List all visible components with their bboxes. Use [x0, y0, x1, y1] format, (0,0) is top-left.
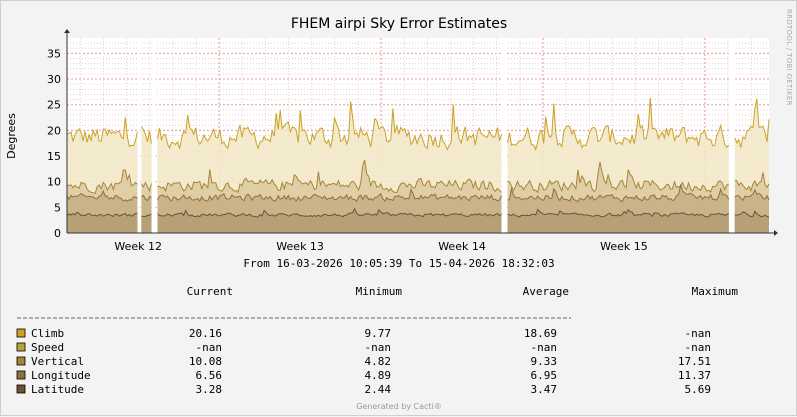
legend-row-vertical: Vertical 10.08 4.82 9.33 17.51 [16, 355, 711, 368]
legend-header-maximum: Maximum [692, 285, 739, 298]
legend-minimum: 9.77 [365, 327, 392, 340]
footer-text: Generated by Cacti® [356, 402, 442, 411]
y-tick-label: 10 [47, 176, 61, 189]
legend-header-minimum: Minimum [356, 285, 403, 298]
y-tick-label: 15 [47, 150, 61, 163]
data-gap [502, 38, 507, 233]
legend-row-longitude: Longitude 6.56 4.89 6.95 11.37 [16, 369, 711, 382]
legend-maximum: -nan [685, 341, 712, 354]
line-longitude [734, 188, 770, 202]
legend-swatch [16, 342, 26, 352]
legend-current: 3.28 [196, 383, 223, 396]
y-tick-labels: 0 5 10 15 20 25 30 35 [47, 47, 61, 240]
x-tick-label: Week 13 [276, 240, 324, 253]
legend-average: 9.33 [531, 355, 558, 368]
y-tick-label: 25 [47, 99, 61, 112]
y-tick-label: 30 [47, 73, 61, 86]
line-vertical [66, 169, 138, 194]
line-latitude [66, 211, 138, 218]
legend-current: -nan [196, 341, 223, 354]
legend-average: -nan [531, 341, 558, 354]
legend-current: 6.56 [196, 369, 223, 382]
line-latitude [507, 208, 730, 218]
legend-name: Latitude [31, 383, 84, 396]
data-gap [138, 38, 141, 233]
legend-name: Vertical [31, 355, 84, 368]
y-tick-label: 35 [47, 47, 61, 60]
data-gap [728, 38, 734, 233]
legend-header-current: Current [187, 285, 233, 298]
line-vertical [507, 161, 730, 194]
legend-minimum: 2.44 [365, 383, 392, 396]
y-tick-label: 0 [54, 227, 61, 240]
line-climb [140, 126, 152, 145]
line-climb [66, 117, 138, 148]
line-longitude [157, 187, 502, 203]
line-vertical [157, 159, 502, 194]
legend-swatch [16, 328, 26, 338]
line-climb [734, 98, 770, 148]
legend-average: 6.95 [531, 369, 558, 382]
legend-average: 18.69 [524, 327, 557, 340]
legend-header-average: Average [523, 285, 569, 298]
line-climb [507, 97, 730, 151]
legend-current: 20.16 [189, 327, 222, 340]
rrdtool-watermark: RRDTOOL / TOBI OETIKER [785, 9, 793, 106]
x-axis-arrow [774, 230, 778, 236]
legend-row-climb: Climb 20.16 9.77 18.69 -nan [16, 327, 712, 340]
x-tick-label: Week 14 [438, 240, 486, 253]
x-tick-label: Week 12 [114, 240, 162, 253]
legend-row-latitude: Latitude 3.28 2.44 3.47 5.69 [16, 383, 712, 396]
area-latitude [507, 209, 729, 233]
y-axis-label: Degrees [5, 113, 18, 159]
area-latitude [67, 212, 138, 233]
legend-name: Climb [31, 327, 64, 340]
legend-name: Speed [31, 341, 64, 354]
legend-swatch [16, 356, 26, 366]
line-latitude [734, 210, 770, 218]
legend-minimum: -nan [365, 341, 392, 354]
legend-minimum: 4.82 [365, 355, 392, 368]
legend-name: Longitude [31, 369, 91, 382]
series-areas [67, 97, 769, 234]
line-vertical [140, 181, 152, 193]
line-longitude [66, 189, 138, 202]
line-longitude [507, 183, 730, 203]
x-tick-labels: Week 12 Week 13 Week 14 Week 15 [114, 240, 647, 253]
legend-minimum: 4.89 [365, 369, 392, 382]
line-latitude [141, 213, 152, 218]
line-climb [157, 101, 502, 151]
legend-row-speed: Speed -nan -nan -nan -nan [16, 341, 712, 354]
line-vertical [734, 172, 770, 193]
legend-swatch [16, 370, 26, 380]
axes [64, 29, 778, 236]
legend-maximum: 11.37 [678, 369, 711, 382]
legend-maximum: 5.69 [685, 383, 712, 396]
area-latitude [141, 214, 152, 233]
chart-title: FHEM airpi Sky Error Estimates [291, 16, 507, 32]
line-longitude [141, 194, 152, 202]
y-tick-label: 20 [47, 124, 61, 137]
line-latitude [157, 207, 502, 218]
y-tick-label: 5 [54, 201, 61, 214]
x-tick-label: Week 15 [600, 240, 648, 253]
legend-current: 10.08 [189, 355, 222, 368]
y-axis-arrow [64, 29, 70, 33]
area-latitude [157, 208, 502, 233]
legend-maximum: -nan [685, 327, 712, 340]
legend-swatch [16, 384, 26, 394]
data-gaps [138, 38, 734, 233]
date-range: From 16-03-2026 10:05:39 To 15-04-2026 1… [243, 257, 554, 270]
series-lines [66, 97, 770, 218]
legend-maximum: 17.51 [678, 355, 711, 368]
data-gap [151, 38, 156, 233]
legend-average: 3.47 [531, 383, 558, 396]
